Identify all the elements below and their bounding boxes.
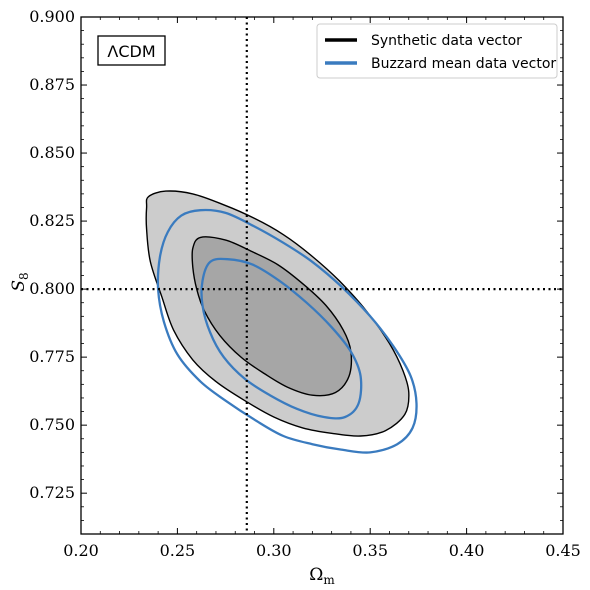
x-tick-label: 0.45: [545, 541, 581, 560]
y-tick-label: 0.750: [29, 415, 75, 434]
contour-buzzard-68: [200, 257, 363, 420]
y-tick-label: 0.850: [29, 143, 75, 162]
legend-label-synthetic: Synthetic data vector: [371, 33, 522, 49]
y-tick-label: 0.775: [29, 347, 75, 366]
x-tick-label: 0.35: [352, 541, 388, 560]
reference-lines: [81, 17, 563, 534]
contour-synthetic-68: [191, 236, 353, 397]
model-label-box: ΛCDM: [97, 35, 166, 66]
x-tick-label: 0.30: [256, 541, 292, 560]
svg-text:Ωm: Ωm: [309, 565, 335, 587]
y-axis-label: S8: [9, 272, 31, 291]
y-tick-label: 0.875: [29, 75, 75, 94]
contours-layer: [145, 190, 418, 454]
y-tick-label: 0.900: [29, 7, 75, 26]
legend: Synthetic data vector Buzzard mean data …: [316, 23, 558, 79]
x-tick-label: 0.25: [160, 541, 196, 560]
legend-label-buzzard: Buzzard mean data vector: [371, 56, 556, 72]
y-tick-label: 0.725: [29, 483, 75, 502]
model-label: ΛCDM: [107, 42, 155, 61]
svg-text:S8: S8: [9, 272, 31, 291]
x-axis-label: Ωm: [309, 565, 335, 587]
y-tick-label: 0.825: [29, 211, 75, 230]
contour-buzzard-95: [156, 208, 418, 454]
plot-frame: [80, 16, 564, 535]
y-tick-label: 0.800: [29, 279, 75, 298]
x-tick-label: 0.40: [449, 541, 485, 560]
x-tick-label: 0.20: [63, 541, 99, 560]
